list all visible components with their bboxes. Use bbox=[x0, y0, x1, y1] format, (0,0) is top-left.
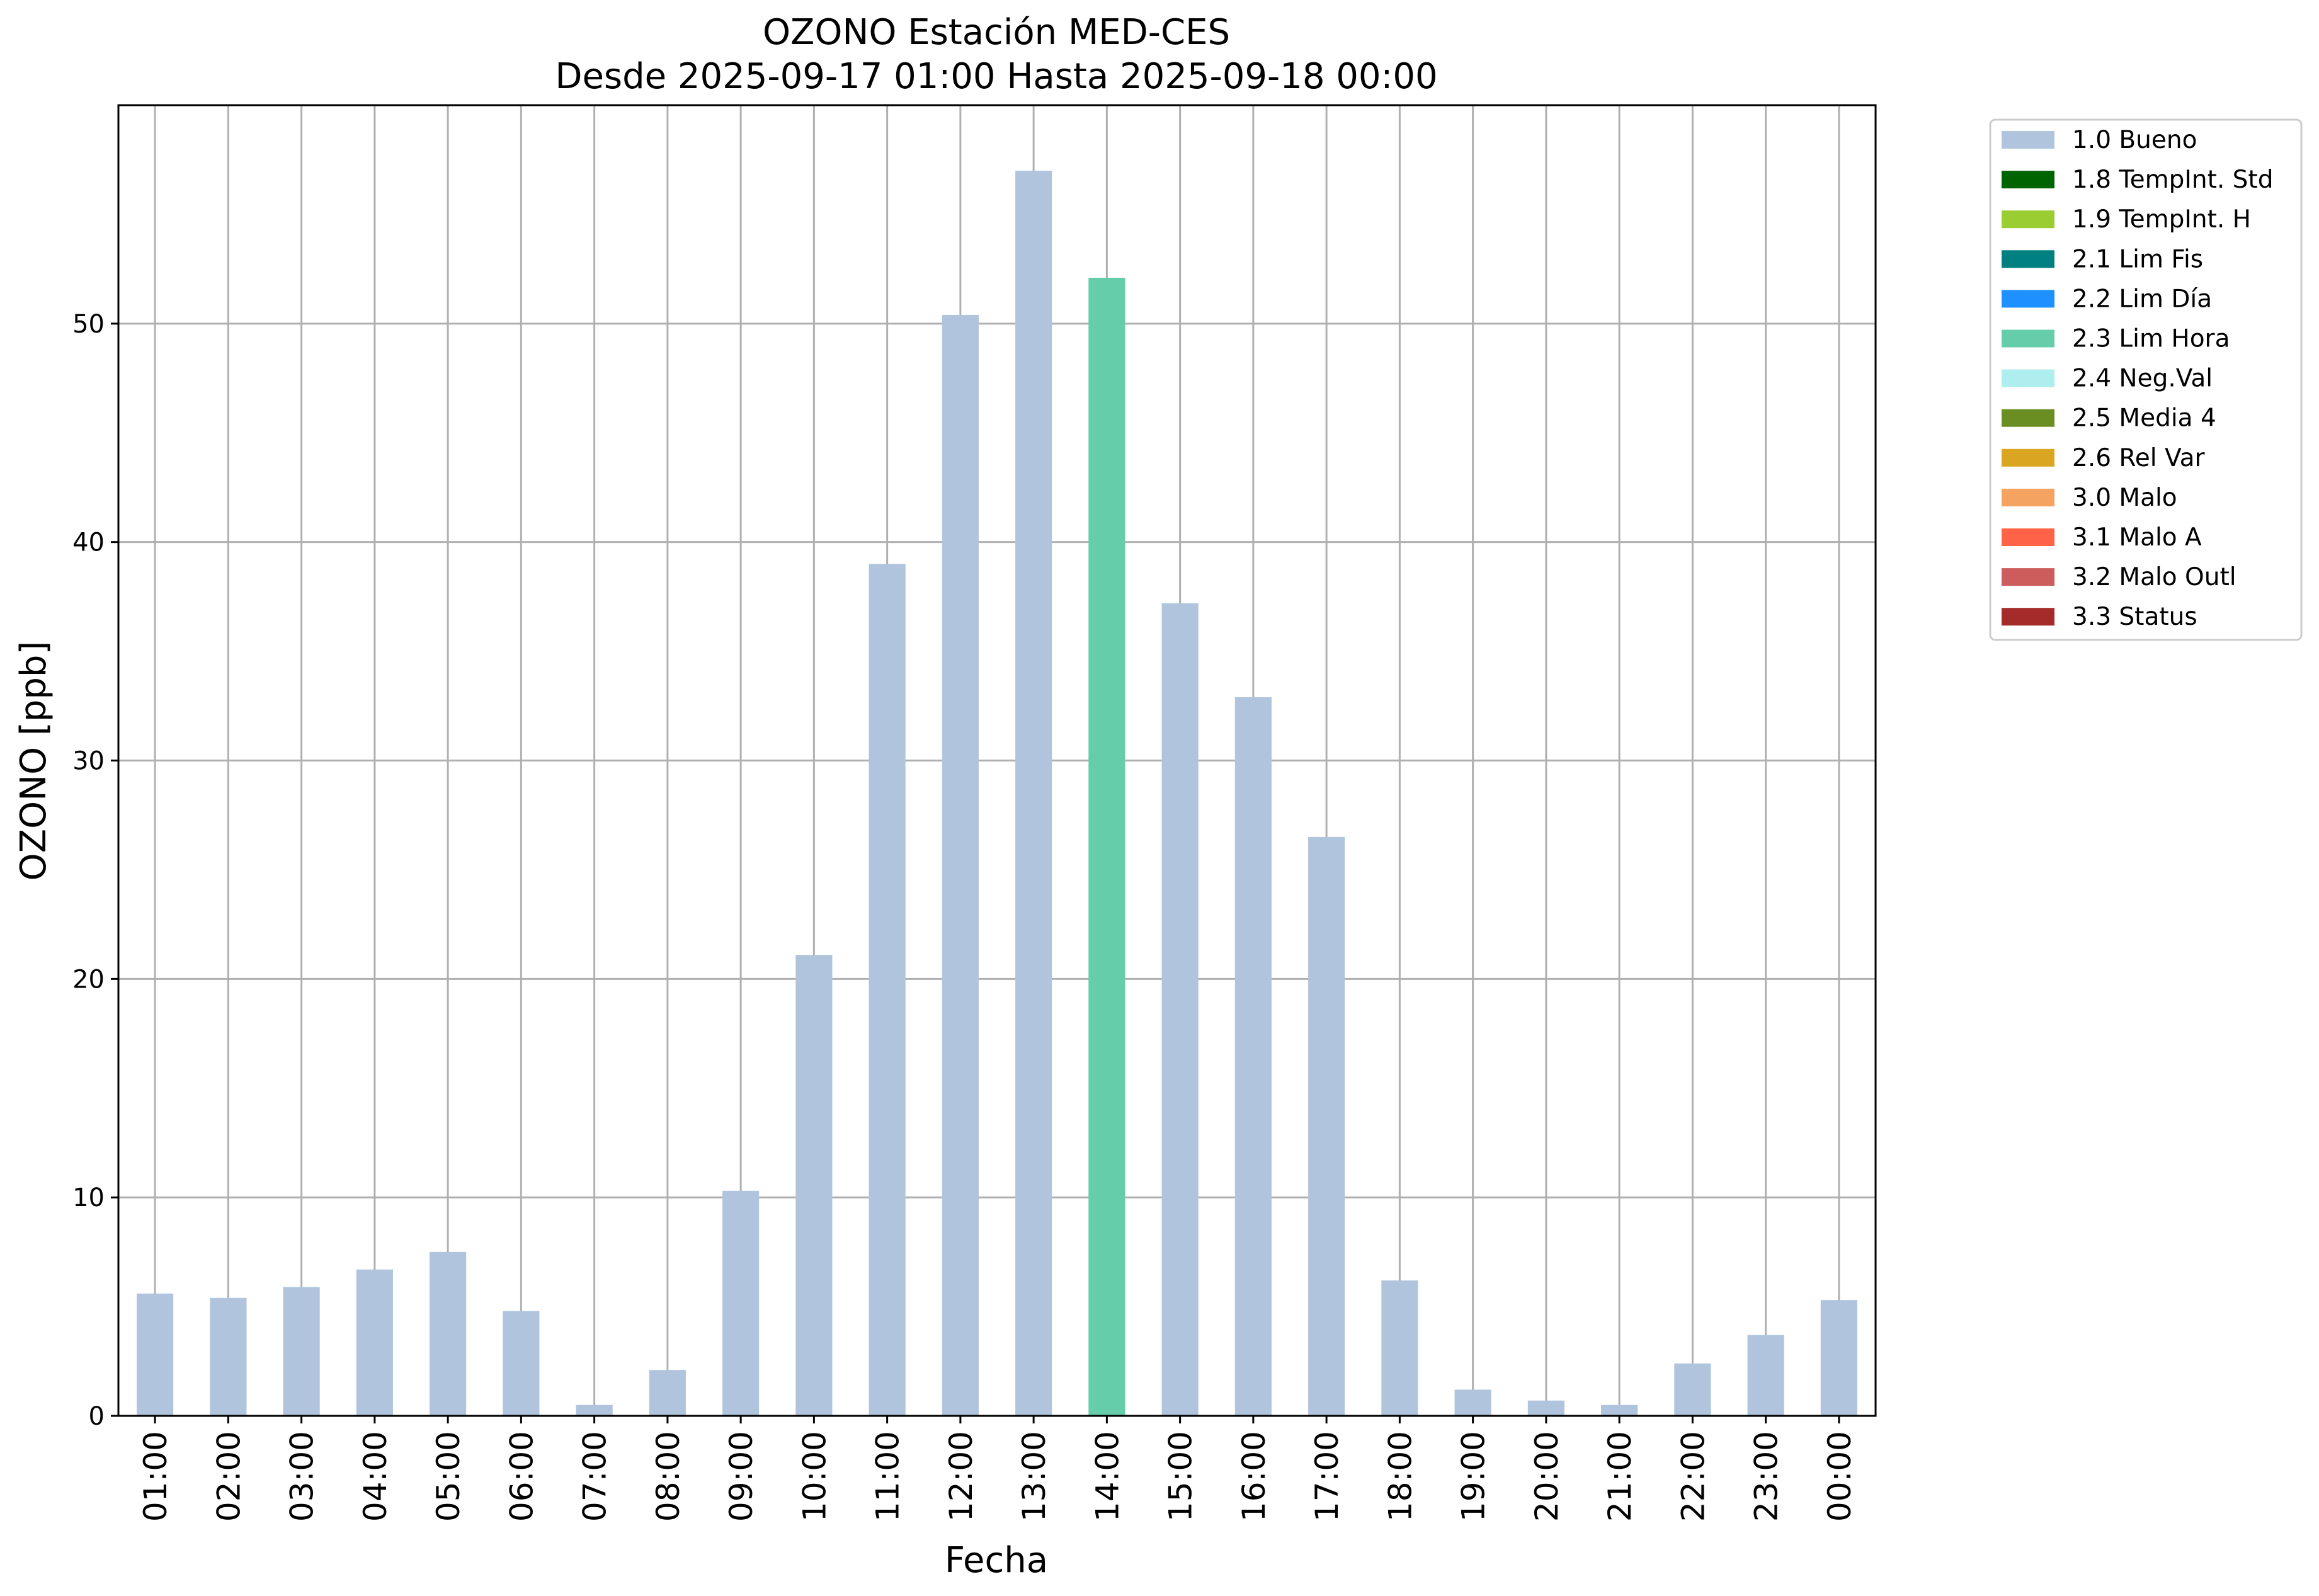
y-tick-label: 10 bbox=[72, 1183, 105, 1212]
bars bbox=[137, 171, 1857, 1416]
x-tick-label: 01:00 bbox=[137, 1431, 174, 1522]
x-tick-label: 08:00 bbox=[650, 1431, 687, 1522]
bar bbox=[576, 1405, 613, 1416]
x-tick-label: 00:00 bbox=[1821, 1431, 1858, 1522]
y-tick-label: 20 bbox=[72, 965, 105, 994]
x-tick-label: 21:00 bbox=[1602, 1431, 1638, 1522]
x-tick-label: 07:00 bbox=[577, 1431, 613, 1522]
bar bbox=[137, 1293, 174, 1416]
chart-subtitle: Desde 2025-09-17 01:00 Hasta 2025-09-18 … bbox=[555, 56, 1437, 97]
x-tick-label: 15:00 bbox=[1163, 1431, 1199, 1522]
x-tick-label: 20:00 bbox=[1529, 1431, 1565, 1522]
bar bbox=[1820, 1300, 1857, 1416]
bar bbox=[1161, 603, 1199, 1416]
bar bbox=[1234, 697, 1272, 1416]
bar bbox=[869, 564, 906, 1416]
legend-label: 2.4 Neg.Val bbox=[2072, 365, 2213, 393]
x-axis-ticks: 01:00 02:00 03:00 04:00 05:00 06:00 07:00 08:00… bbox=[137, 1416, 1858, 1522]
y-tick-label: 30 bbox=[72, 747, 105, 776]
legend-swatch bbox=[2002, 448, 2054, 467]
bar bbox=[430, 1251, 467, 1416]
x-tick-label: 02:00 bbox=[210, 1431, 247, 1522]
x-tick-label: 10:00 bbox=[796, 1431, 833, 1522]
bar bbox=[1747, 1335, 1784, 1416]
bar bbox=[283, 1287, 320, 1416]
bar bbox=[1381, 1280, 1418, 1416]
x-tick-label: 19:00 bbox=[1456, 1431, 1492, 1522]
bar bbox=[795, 955, 833, 1416]
bar bbox=[1527, 1400, 1564, 1416]
y-tick-label: 40 bbox=[72, 528, 105, 557]
legend-swatch bbox=[2002, 369, 2054, 387]
legend-items: 1.0 Bueno 1.8 TempInt. Std 1.9 TempInt. H 2… bbox=[2002, 126, 2273, 631]
legend-label: 2.3 Lim Hora bbox=[2072, 325, 2230, 353]
legend-swatch bbox=[2002, 250, 2054, 268]
x-tick-label: 03:00 bbox=[284, 1431, 321, 1522]
x-tick-label: 14:00 bbox=[1089, 1431, 1125, 1522]
y-tick-label: 0 bbox=[89, 1402, 105, 1431]
legend-label: 2.2 Lim Día bbox=[2072, 285, 2212, 313]
x-tick-label: 11:00 bbox=[870, 1431, 906, 1522]
bar bbox=[1088, 277, 1125, 1416]
x-tick-label: 06:00 bbox=[503, 1431, 540, 1522]
bar bbox=[1601, 1405, 1638, 1416]
x-tick-label: 22:00 bbox=[1675, 1431, 1711, 1522]
legend-swatch bbox=[2002, 290, 2054, 308]
bar bbox=[210, 1297, 247, 1416]
legend-swatch bbox=[2002, 171, 2054, 189]
legend-label: 3.2 Malo Outl bbox=[2072, 563, 2236, 591]
legend-label: 2.6 Rel Var bbox=[2072, 444, 2206, 472]
bar bbox=[722, 1190, 760, 1416]
x-axis-label: Fecha bbox=[945, 1540, 1048, 1581]
x-tick-label: 04:00 bbox=[357, 1431, 394, 1522]
legend-label: 1.0 Bueno bbox=[2072, 126, 2197, 154]
bar bbox=[942, 314, 979, 1416]
legend-swatch bbox=[2002, 568, 2054, 586]
x-tick-label: 09:00 bbox=[723, 1431, 760, 1522]
legend-label: 1.8 TempInt. Std bbox=[2072, 166, 2273, 194]
chart-title: OZONO Estación MED-CES bbox=[763, 12, 1230, 53]
x-tick-label: 16:00 bbox=[1236, 1431, 1272, 1522]
x-tick-label: 13:00 bbox=[1016, 1431, 1052, 1522]
bar bbox=[356, 1269, 393, 1416]
bar bbox=[503, 1311, 540, 1416]
legend-label: 3.3 Status bbox=[2072, 603, 2197, 631]
x-tick-label: 23:00 bbox=[1748, 1431, 1785, 1522]
y-axis-label: OZONO [ppb] bbox=[13, 641, 54, 881]
legend: 1.0 Bueno 1.8 TempInt. Std 1.9 TempInt. H 2… bbox=[1989, 118, 2303, 641]
legend-label: 2.1 Lim Fis bbox=[2072, 245, 2203, 273]
bar bbox=[1308, 836, 1345, 1416]
legend-swatch bbox=[2002, 528, 2054, 546]
legend-label: 1.9 TempInt. H bbox=[2072, 205, 2251, 234]
x-tick-label: 05:00 bbox=[430, 1431, 467, 1522]
x-tick-label: 17:00 bbox=[1309, 1431, 1345, 1522]
legend-swatch bbox=[2002, 329, 2054, 348]
y-tick-label: 50 bbox=[72, 310, 105, 339]
legend-swatch bbox=[2002, 131, 2054, 149]
legend-frame bbox=[1989, 118, 2303, 641]
legend-swatch bbox=[2002, 488, 2054, 506]
legend-swatch bbox=[2002, 608, 2054, 626]
legend-swatch bbox=[2002, 409, 2054, 427]
bar bbox=[1674, 1363, 1711, 1416]
bar bbox=[1454, 1389, 1491, 1416]
legend-label: 2.5 Media 4 bbox=[2072, 404, 2216, 433]
legend-label: 3.0 Malo bbox=[2072, 484, 2177, 512]
x-tick-label: 18:00 bbox=[1382, 1431, 1418, 1522]
x-tick-label: 12:00 bbox=[943, 1431, 979, 1522]
bar bbox=[649, 1370, 686, 1416]
y-axis-ticks: 0 10 20 30 40 50 bbox=[72, 310, 118, 1431]
bar bbox=[1015, 171, 1052, 1416]
legend-swatch bbox=[2002, 210, 2054, 229]
legend-label: 3.1 Malo A bbox=[2072, 523, 2202, 552]
